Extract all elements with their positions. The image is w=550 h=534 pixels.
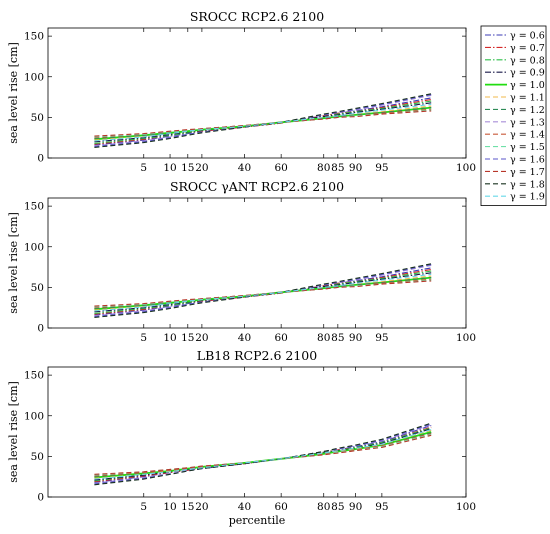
legend-entry: γ = 1.5: [485, 142, 545, 153]
legend-entry: γ = 1.2: [485, 105, 545, 116]
plot-frame: [47, 366, 467, 498]
legend-entry: γ = 1.4: [485, 130, 545, 141]
x-tick-label: 15: [181, 501, 194, 513]
chart-panel-1: SROCC RCP2.6 2100 0 50 100 150 5 10 15 20 40 60 80 8…: [7, 9, 476, 174]
legend-label: γ = 1.2: [510, 105, 545, 116]
x-tick-label: 40: [238, 162, 251, 174]
series-line-1-9: [94, 273, 432, 312]
y-axis-label: sea level rise [cm]: [7, 381, 20, 483]
x-tick-label: 60: [274, 332, 287, 344]
legend-label: γ = 0.9: [510, 68, 545, 79]
y-tick-label: 150: [24, 201, 44, 213]
series-lines: [94, 93, 432, 148]
x-tick-label: 85: [331, 162, 344, 174]
plot-frame: [47, 27, 467, 159]
legend-label: γ = 0.8: [510, 55, 545, 66]
y-tick-label: 50: [31, 282, 44, 294]
series-line-1-9: [94, 103, 432, 142]
y-axis-label: sea level rise [cm]: [7, 212, 20, 314]
x-tick-label: 10: [163, 162, 176, 174]
chart-title: LB18 RCP2.6 2100: [197, 348, 317, 363]
x-tick-label: 80: [317, 501, 330, 513]
legend-entry: γ = 1.9: [485, 192, 545, 203]
legend-label: γ = 1.1: [510, 93, 545, 104]
x-tick-label: 90: [349, 162, 362, 174]
legend-entry: γ = 1.7: [485, 167, 545, 178]
legend-entry: γ = 1.0: [485, 80, 545, 91]
x-tick-label: 5: [140, 332, 147, 344]
x-tick-label: 15: [181, 162, 194, 174]
x-tick-label: 80: [317, 332, 330, 344]
y-tick-label: 150: [24, 31, 44, 43]
plot-frame: [47, 197, 467, 329]
legend-entry: γ = 0.7: [485, 43, 545, 54]
legend-label: γ = 1.4: [510, 130, 545, 141]
series-line-1-7: [94, 280, 432, 307]
legend-label: γ = 1.6: [510, 155, 545, 166]
x-tick-label: 60: [274, 162, 287, 174]
chart-title: SROCC RCP2.6 2100: [190, 9, 324, 24]
y-tick-label: 100: [24, 71, 44, 83]
legend-entry: γ = 1.6: [485, 155, 545, 166]
legend-label: γ = 1.0: [510, 80, 545, 91]
x-tick-label: 5: [140, 162, 147, 174]
x-tick-label: 90: [349, 501, 362, 513]
legend-entry: γ = 0.8: [485, 55, 545, 66]
x-tick-label: 95: [375, 332, 388, 344]
y-tick-label: 0: [37, 153, 44, 165]
y-axis-label: sea level rise [cm]: [7, 42, 20, 144]
legend-entry: γ = 1.1: [485, 93, 545, 104]
x-tick-label: 10: [163, 501, 176, 513]
chart-title: SROCC γANT RCP2.6 2100: [170, 179, 344, 194]
x-tick-label: 10: [163, 332, 176, 344]
x-tick-label: 40: [238, 501, 251, 513]
series-line-1-1: [94, 429, 432, 479]
legend-label: γ = 1.3: [510, 117, 545, 128]
legend-box: [480, 25, 547, 207]
series-line-1-9: [94, 429, 432, 480]
x-tick-label: 100: [456, 501, 476, 513]
legend-entry: γ = 0.9: [485, 68, 545, 79]
legend: γ = 0.6γ = 0.7γ = 0.8 γ = 0.9γ = 1.0 γ = 1…: [480, 25, 547, 207]
x-tick-label: 100: [456, 332, 476, 344]
y-tick-label: 0: [37, 323, 44, 335]
legend-label: γ = 0.6: [510, 31, 545, 42]
x-tick-label: 40: [238, 332, 251, 344]
x-tick-label: 95: [375, 162, 388, 174]
x-tick-label: 15: [181, 332, 194, 344]
x-axis-label: percentile: [229, 514, 286, 527]
x-tick-label: 90: [349, 332, 362, 344]
legend-entry: γ = 1.8: [485, 179, 545, 190]
x-tick-label: 20: [195, 332, 208, 344]
x-tick-label: 85: [331, 332, 344, 344]
y-tick-label: 50: [31, 112, 44, 124]
legend-label: γ = 1.8: [510, 179, 545, 190]
series-line-1-0: [94, 431, 432, 479]
y-tick-label: 150: [24, 370, 44, 382]
legend-label: γ = 1.7: [510, 167, 545, 178]
y-tick-label: 100: [24, 241, 44, 253]
legend-label: γ = 0.7: [510, 43, 545, 54]
legend-label: γ = 1.5: [510, 142, 545, 153]
x-tick-label: 85: [331, 501, 344, 513]
x-tick-label: 20: [195, 501, 208, 513]
x-tick-label: 100: [456, 162, 476, 174]
series-lines: [94, 263, 432, 318]
y-tick-label: 100: [24, 410, 44, 422]
y-tick-label: 50: [31, 451, 44, 463]
series-lines: [94, 422, 432, 486]
legend-entry: γ = 0.6: [485, 31, 545, 42]
chart-panel-2: SROCC γANT RCP2.6 2100 0 50 100 150 5 10 15 20 40…: [7, 179, 476, 344]
y-tick-label: 0: [37, 492, 44, 504]
legend-entry: γ = 1.3: [485, 117, 545, 128]
series-line-1-7: [94, 110, 432, 137]
x-tick-label: 60: [274, 501, 287, 513]
x-tick-label: 95: [375, 501, 388, 513]
x-tick-label: 20: [195, 162, 208, 174]
legend-label: γ = 1.9: [510, 192, 545, 203]
x-tick-label: 5: [140, 501, 147, 513]
x-tick-label: 80: [317, 162, 330, 174]
chart-panel-3: LB18 RCP2.6 2100 0 50 100 150 5 10 15 20 40 60 80 85…: [7, 348, 476, 527]
